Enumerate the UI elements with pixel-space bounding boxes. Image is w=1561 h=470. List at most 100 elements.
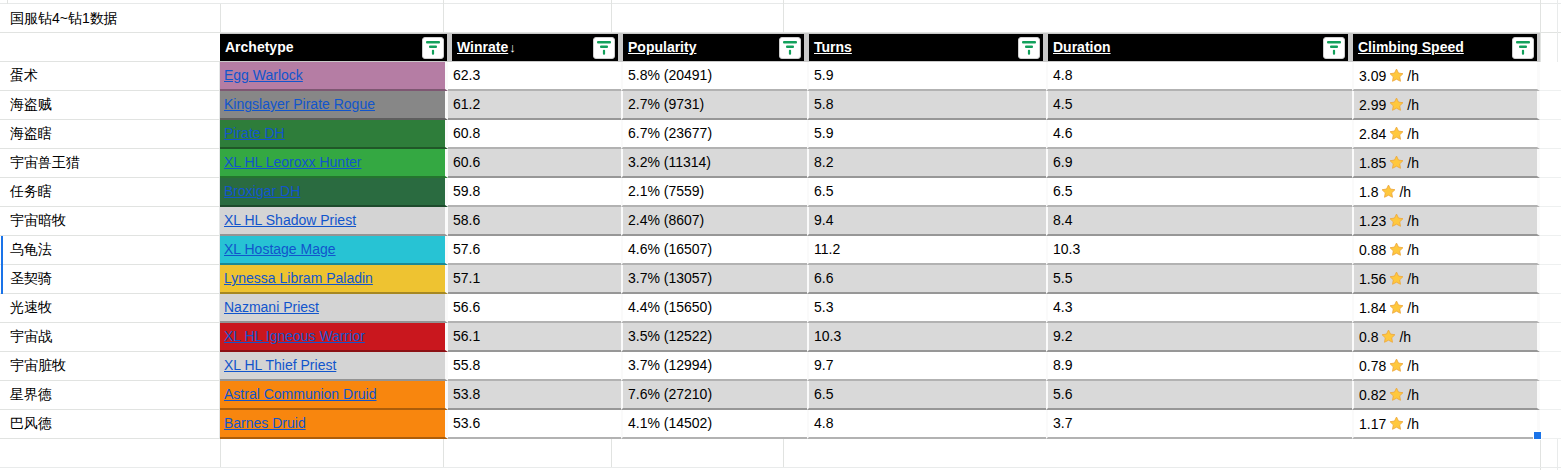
header-row-empty-cell <box>0 33 220 62</box>
archetype-link[interactable]: XL Hostage Mage <box>224 241 336 257</box>
winrate-cell: 53.8 <box>448 381 621 410</box>
table-row: 巴风德 Barnes Druid 53.6 4.1% (14502) 4.8 3… <box>0 410 1561 439</box>
popularity-cell: 4.4% (15650) <box>621 294 807 323</box>
filter-icon <box>597 40 611 55</box>
climbing-speed-cell: 1.8/h <box>1352 178 1540 207</box>
archetype-link[interactable]: XL HL Leoroxx Hunter <box>224 154 361 170</box>
turns-cell: 5.9 <box>807 120 1046 149</box>
filter-button[interactable] <box>593 37 615 59</box>
duration-cell: 10.3 <box>1046 236 1352 265</box>
archetype-link[interactable]: Astral Communion Druid <box>224 386 377 402</box>
climbing-speed-cell: 0.82/h <box>1352 381 1540 410</box>
climb-unit: /h <box>1399 179 1411 205</box>
winrate-cell: 55.8 <box>448 352 621 381</box>
archetype-link[interactable]: Broxigar DH <box>224 183 300 199</box>
column-header-label: Turns <box>814 39 852 55</box>
popularity-cell: 2.1% (7559) <box>621 178 807 207</box>
column-header-turns: Turns <box>809 34 1043 61</box>
duration-cell: 5.6 <box>1046 381 1352 410</box>
climb-value: 1.85 <box>1359 150 1386 176</box>
deck-name-cell: 宇宙兽王猎 <box>0 149 220 178</box>
climb-value: 3.09 <box>1359 63 1386 89</box>
table-row: 宇宙暗牧 XL HL Shadow Priest 58.6 2.4% (8607… <box>0 207 1561 236</box>
turns-cell: 10.3 <box>807 323 1046 352</box>
archetype-link[interactable]: XL HL Igneous Warrior <box>224 328 365 344</box>
turns-cell: 5.8 <box>807 91 1046 120</box>
grid-empty-cell <box>1540 236 1561 265</box>
winrate-cell: 60.8 <box>448 120 621 149</box>
archetype-cell: XL HL Igneous Warrior <box>220 323 448 352</box>
filter-icon <box>1022 40 1036 55</box>
duration-cell: 5.5 <box>1046 265 1352 294</box>
deck-name-cell: 蛋术 <box>0 62 220 91</box>
deck-name-cell: 乌龟法 <box>0 236 220 265</box>
turns-cell: 11.2 <box>807 236 1046 265</box>
turns-cell: 4.8 <box>807 410 1046 439</box>
filter-button[interactable] <box>1512 37 1534 59</box>
climb-value: 0.8 <box>1359 324 1378 350</box>
sort-desc-icon: ↓ <box>509 40 516 55</box>
popularity-cell: 4.6% (16507) <box>621 236 807 265</box>
star-icon <box>1389 300 1404 315</box>
climb-value: 0.88 <box>1359 237 1386 263</box>
filter-button[interactable] <box>422 37 444 59</box>
gridline <box>783 0 784 33</box>
popularity-cell: 3.2% (11314) <box>621 149 807 178</box>
archetype-link[interactable]: Pirate DH <box>224 125 285 141</box>
archetype-link[interactable]: XL HL Shadow Priest <box>224 212 356 228</box>
column-header-popularity: Popularity <box>623 34 804 61</box>
deck-name-cell: 任务瞎 <box>0 178 220 207</box>
table-row: 宇宙战 XL HL Igneous Warrior 56.1 3.5% (125… <box>0 323 1561 352</box>
deck-name-cell: 圣契骑 <box>0 265 220 294</box>
climb-unit: /h <box>1407 295 1419 321</box>
grid-empty-cell <box>1540 207 1561 236</box>
gridline <box>220 439 221 468</box>
archetype-link[interactable]: Lynessa Libram Paladin <box>224 270 373 286</box>
archetype-link[interactable]: Egg Warlock <box>224 67 303 83</box>
archetype-link[interactable]: Barnes Druid <box>224 415 306 431</box>
duration-cell: 6.5 <box>1046 178 1352 207</box>
climb-unit: /h <box>1407 63 1419 89</box>
popularity-cell: 3.5% (12522) <box>621 323 807 352</box>
climbing-speed-cell: 0.8/h <box>1352 323 1540 352</box>
star-icon <box>1389 126 1404 141</box>
table-row: 乌龟法 XL Hostage Mage 57.6 4.6% (16507) 11… <box>0 236 1561 265</box>
climbing-speed-cell: 0.78/h <box>1352 352 1540 381</box>
climb-unit: /h <box>1407 266 1419 292</box>
filter-icon <box>426 40 440 55</box>
column-header-label: Duration <box>1053 39 1111 55</box>
fill-handle[interactable] <box>1533 431 1542 440</box>
winrate-cell: 57.6 <box>448 236 621 265</box>
archetype-link[interactable]: Kingslayer Pirate Rogue <box>224 96 375 112</box>
table-row: 光速牧 Nazmani Priest 56.6 4.4% (15650) 5.3… <box>0 294 1561 323</box>
popularity-cell: 3.7% (12994) <box>621 352 807 381</box>
table-row: 海盗瞎 Pirate DH 60.8 6.7% (23677) 5.9 4.6 … <box>0 120 1561 149</box>
filter-button[interactable] <box>779 37 801 59</box>
climbing-speed-cell: 1.84/h <box>1352 294 1540 323</box>
star-icon <box>1381 184 1396 199</box>
climb-value: 1.84 <box>1359 295 1386 321</box>
climb-value: 0.78 <box>1359 353 1386 379</box>
table-row: 蛋术 Egg Warlock 62.3 5.8% (20491) 5.9 4.8… <box>0 62 1561 91</box>
turns-cell: 6.5 <box>807 381 1046 410</box>
climb-unit: /h <box>1407 92 1419 118</box>
archetype-cell: Nazmani Priest <box>220 294 448 323</box>
archetype-link[interactable]: XL HL Thief Priest <box>224 357 336 373</box>
archetype-cell: Lynessa Libram Paladin <box>220 265 448 294</box>
winrate-cell: 53.6 <box>448 410 621 439</box>
star-icon <box>1389 213 1404 228</box>
filter-button[interactable] <box>1323 37 1345 59</box>
column-header-duration: Duration <box>1048 34 1348 61</box>
climbing-speed-cell: 0.88/h <box>1352 236 1540 265</box>
gridline <box>611 439 612 468</box>
archetype-cell: Egg Warlock <box>220 62 448 91</box>
archetype-link[interactable]: Nazmani Priest <box>224 299 319 315</box>
star-icon <box>1389 242 1404 257</box>
filter-icon <box>1327 40 1341 55</box>
duration-cell: 3.7 <box>1046 410 1352 439</box>
deck-name-cell: 海盗瞎 <box>0 120 220 149</box>
sheet-title-cell: 国服钻4~钻1数据 <box>0 4 1561 33</box>
climbing-speed-cell: 2.99/h <box>1352 91 1540 120</box>
filter-button[interactable] <box>1018 37 1040 59</box>
climb-unit: /h <box>1407 353 1419 379</box>
